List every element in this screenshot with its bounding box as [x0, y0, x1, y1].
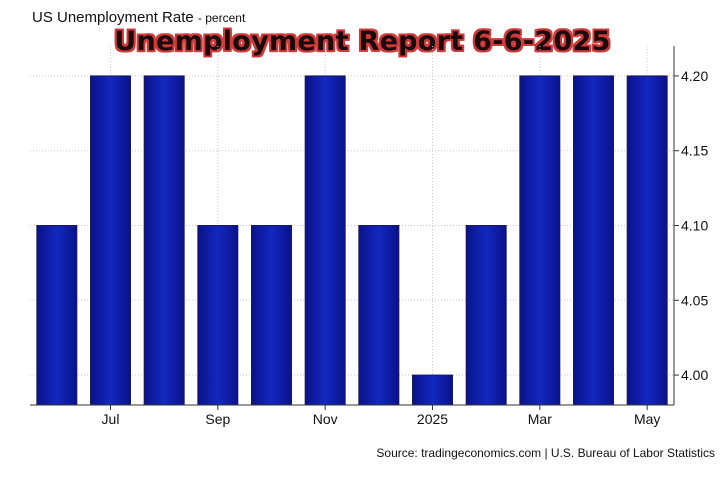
source-note: Source: tradingeconomics.com | U.S. Bure… [376, 446, 715, 460]
y-tick-label: 4.10 [681, 218, 708, 234]
bar-nov [304, 75, 346, 406]
y-axis-ticks: 4.00 4.05 4.10 4.15 4.20 [681, 68, 708, 383]
x-axis-ticks: Jul Sep Nov 2025 Mar May [102, 411, 661, 427]
bar-oct [251, 225, 292, 406]
bar-2025 [412, 374, 453, 406]
chart-title: US Unemployment Rate - percent [32, 9, 245, 26]
bar-mar [519, 75, 561, 406]
bar-jul [90, 75, 131, 406]
x-tick-label: 2025 [417, 411, 448, 427]
chart-title-text: US Unemployment Rate [32, 9, 194, 26]
bar-apr [573, 75, 614, 406]
bar-aug [143, 75, 185, 406]
x-tick-label: Jul [102, 411, 120, 427]
x-tick-label: Mar [528, 411, 552, 427]
y-tick-label: 4.05 [681, 292, 708, 308]
chart-unit-label: - percent [197, 11, 246, 25]
x-tick-label: Sep [205, 411, 230, 427]
x-tick-label: Nov [313, 411, 338, 427]
x-tick-label: May [634, 411, 660, 427]
chart-unit-text: percent [205, 11, 246, 25]
y-tick-label: 4.15 [681, 143, 708, 159]
page-title: Unemployment Report 6-6-2025 [114, 26, 611, 57]
bar-may [626, 75, 668, 406]
bars [36, 75, 668, 406]
bar-feb [465, 225, 507, 406]
bar-jun [36, 225, 78, 406]
y-tick-label: 4.20 [681, 68, 708, 84]
bar-dec [358, 225, 400, 406]
y-tick-label: 4.00 [681, 367, 708, 383]
grid-lines [30, 46, 674, 405]
bar-sep [197, 225, 239, 406]
axes [30, 46, 679, 410]
